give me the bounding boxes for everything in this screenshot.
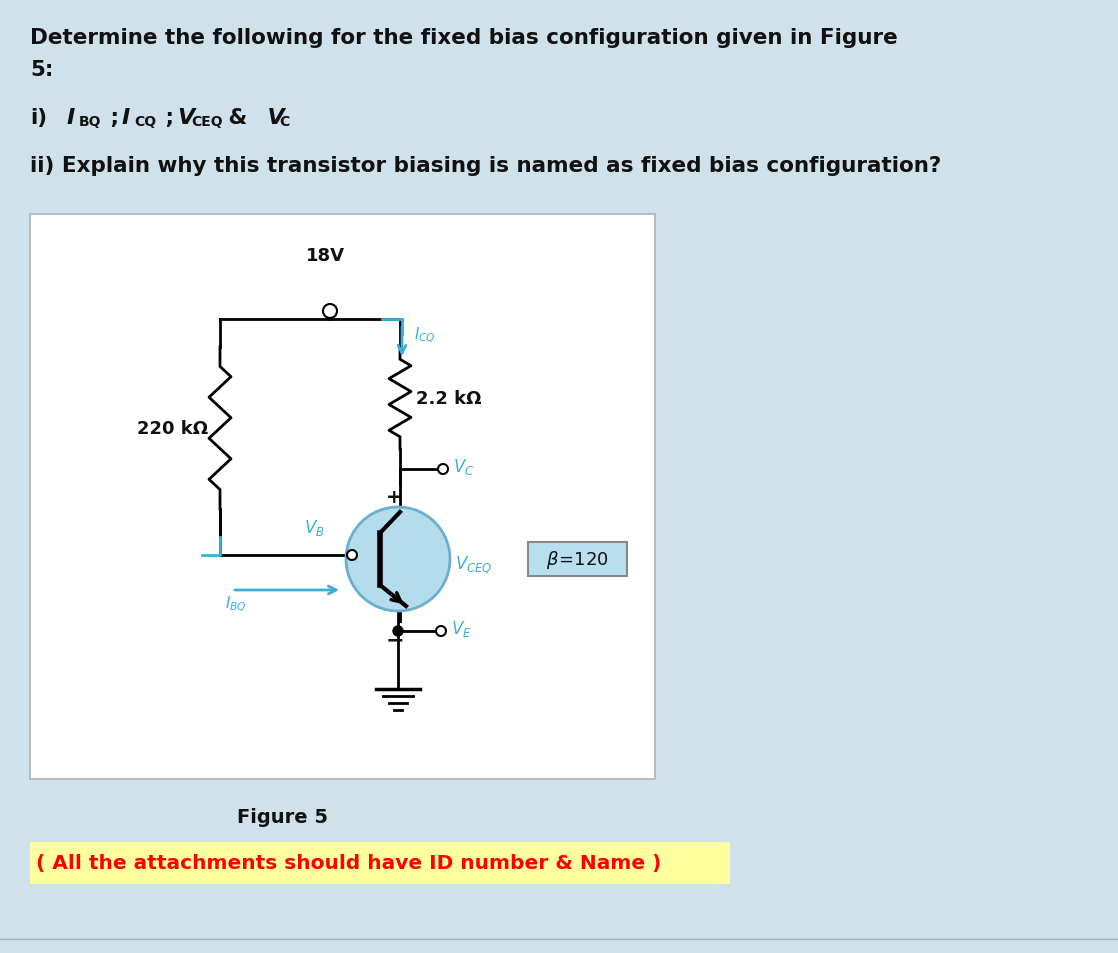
Text: C: C [280,115,290,129]
Text: V: V [252,108,285,128]
Text: i): i) [30,108,47,128]
Text: I: I [67,108,75,128]
Circle shape [438,464,448,475]
FancyBboxPatch shape [30,214,655,780]
FancyBboxPatch shape [30,842,730,884]
Text: CQ: CQ [134,115,157,129]
Text: Determine the following for the fixed bias configuration given in Figure: Determine the following for the fixed bi… [30,28,898,48]
Text: 5:: 5: [30,60,54,80]
Text: ;: ; [158,108,174,128]
Text: ii) Explain why this transistor biasing is named as fixed bias configuration?: ii) Explain why this transistor biasing … [30,156,941,175]
Text: 220 kΩ: 220 kΩ [136,419,208,437]
Circle shape [436,626,446,637]
Text: $V_C$: $V_C$ [453,456,474,476]
Text: $I_{CQ}$: $I_{CQ}$ [414,326,436,345]
Text: Figure 5: Figure 5 [237,807,328,826]
Text: CEQ: CEQ [191,115,222,129]
Text: $V_B$: $V_B$ [304,517,324,537]
Text: −: − [386,629,405,649]
Text: $\beta\!=\!120$: $\beta\!=\!120$ [546,548,609,571]
Text: $I_{BQ}$: $I_{BQ}$ [225,595,247,614]
Circle shape [347,551,357,560]
FancyBboxPatch shape [528,542,627,577]
Text: V: V [177,108,195,128]
Text: I: I [122,108,131,128]
Text: &: & [221,108,247,128]
Text: $V_{CEQ}$: $V_{CEQ}$ [455,554,493,576]
Text: +: + [386,488,402,506]
Circle shape [345,507,451,612]
Text: BQ: BQ [79,115,102,129]
Text: 2.2 kΩ: 2.2 kΩ [416,390,482,408]
Text: 18V: 18V [305,247,344,265]
Text: $V_E$: $V_E$ [451,618,472,639]
Circle shape [394,626,402,637]
Text: ;: ; [103,108,119,128]
Text: ( All the attachments should have ID number & Name ): ( All the attachments should have ID num… [36,854,662,873]
